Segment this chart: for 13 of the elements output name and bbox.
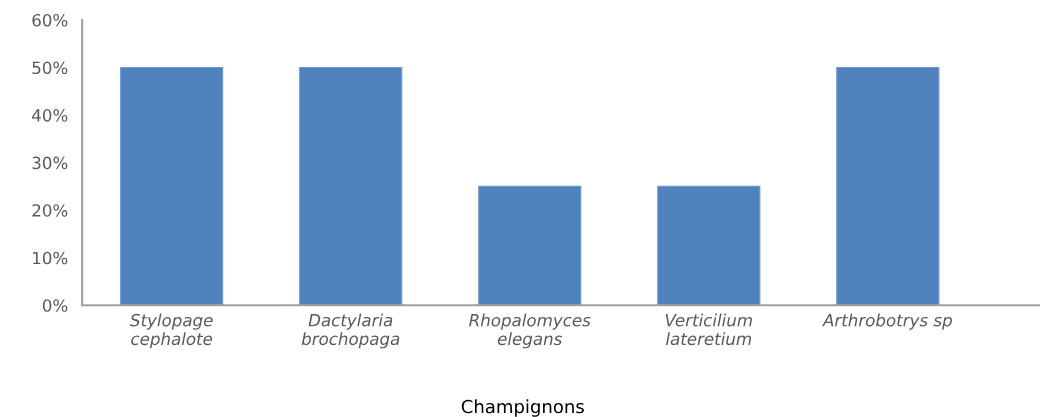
y-tick-label: 20% [32, 204, 68, 217]
y-tick-label: 60% [32, 13, 68, 27]
y-tick-label: 0% [42, 299, 68, 312]
y-tick-label: 50% [32, 61, 68, 75]
x-axis-title: Champignons [461, 399, 584, 417]
y-tick-label: 40% [32, 109, 68, 122]
y-tick-label: 10% [33, 251, 68, 265]
y-tick-label: 30% [32, 156, 68, 170]
x-tick-label: Stylopage cephalote [130, 313, 213, 349]
x-tick-label: Dactylaria brochopaga [301, 313, 400, 349]
x-tick-label: Arthrobotrys sp [822, 313, 952, 330]
x-tick-label: Rhopalomyces elegans [469, 313, 591, 349]
x-tick-label: Verticilium lateretium [665, 313, 752, 346]
